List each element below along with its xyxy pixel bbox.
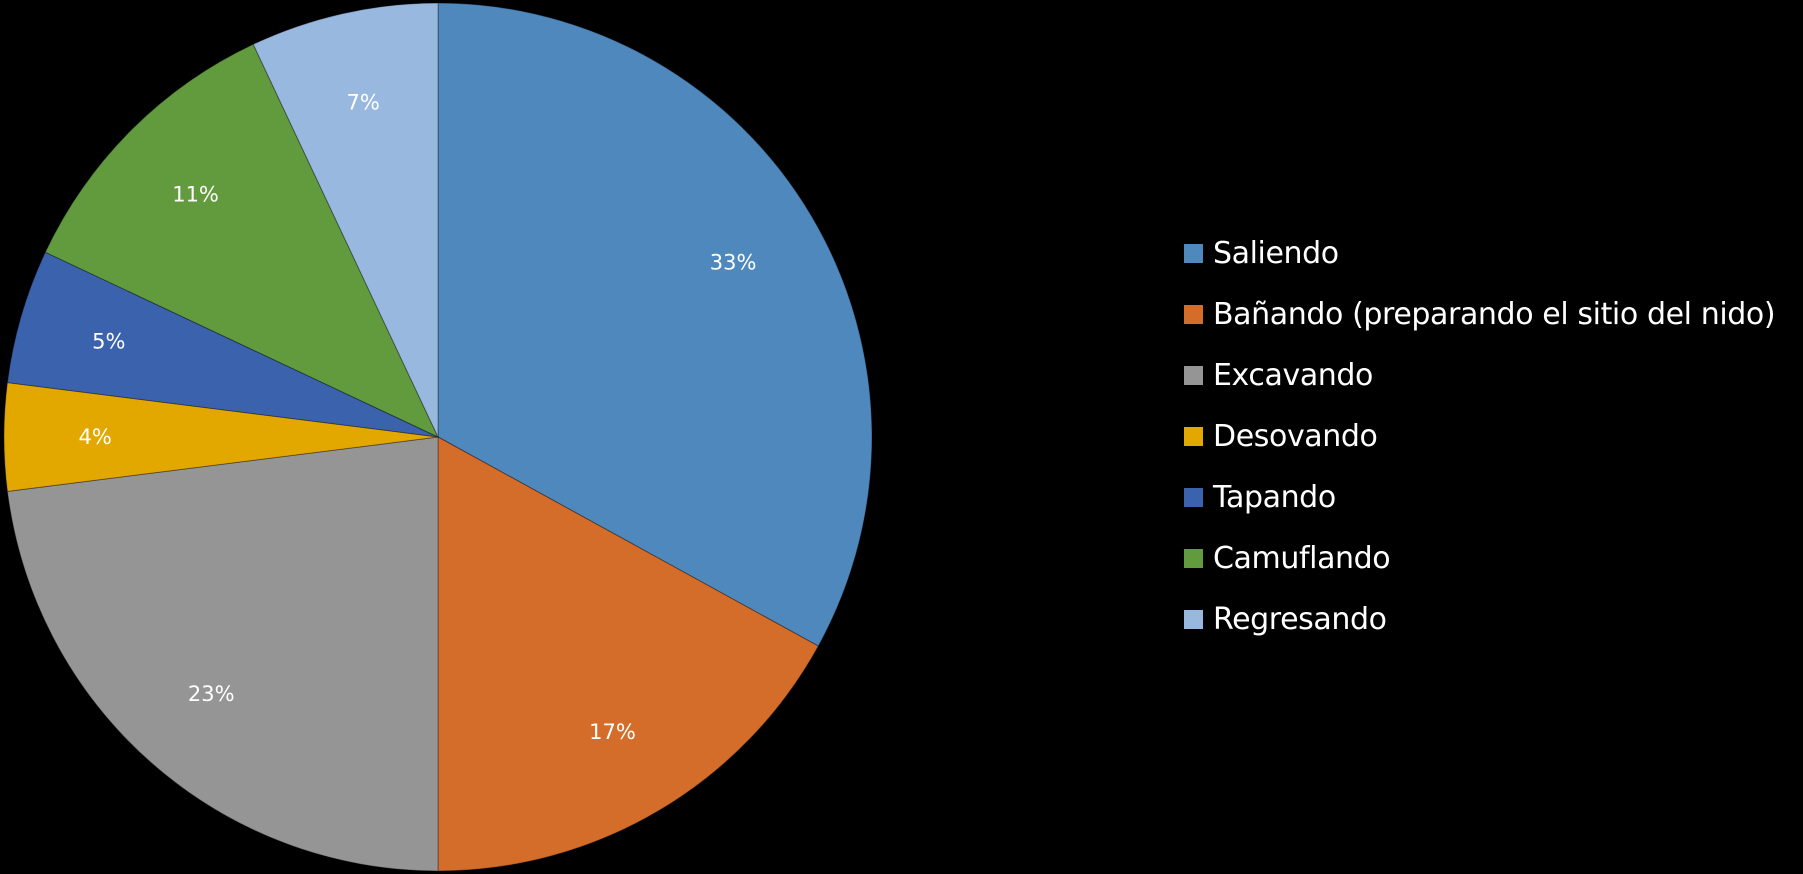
data-label-desovando: 4% [78,425,111,449]
legend-label: Tapando [1213,480,1336,515]
pie-slice-regresando [252,2,439,438]
legend-item-saliendo: Saliendo [1184,223,1775,284]
pie-slice-camuflando [44,43,440,439]
legend-swatch-icon [1184,610,1203,629]
legend-swatch-icon [1184,305,1203,324]
legend-label: Desovando [1213,419,1378,454]
data-label-banando-preparando-el-sitio-del-nido: 17% [589,720,636,744]
legend-item-tapando: Tapando [1184,467,1775,528]
data-label-excavando: 23% [188,682,235,706]
data-label-tapando: 5% [92,329,125,353]
legend-swatch-icon [1184,549,1203,568]
data-label-camuflando: 11% [172,183,219,207]
legend-swatch-icon [1184,244,1203,263]
legend-item-regresando: Regresando [1184,589,1775,650]
data-label-saliendo: 33% [710,250,757,274]
data-label-regresando: 7% [347,90,380,114]
slice-labels: 33% 17% 23% 4% 5% 11% 7% [78,90,756,744]
legend-label: Saliendo [1213,236,1339,271]
legend-item-desovando: Desovando [1184,406,1775,467]
legend-label: Regresando [1213,602,1387,637]
legend-item-excavando: Excavando [1184,345,1775,406]
legend-label: Bañando (preparando el sitio del nido) [1213,297,1776,332]
legend-swatch-icon [1184,366,1203,385]
pie-slice-banando-preparando-el-sitio-del-nido [437,436,819,872]
pie-slice-saliendo [437,2,873,647]
legend-swatch-icon [1184,427,1203,446]
legend-label: Camuflando [1213,541,1391,576]
pie-slice-tapando [6,251,439,438]
pie-slice-excavando [6,436,439,872]
chart-legend: Saliendo Bañando (preparando el sitio del… [1184,223,1776,650]
legend-item-banando-preparando-el-sitio-del-nido: Bañando (preparando el sitio del nido) [1184,284,1776,345]
pie-slice-desovando [3,382,439,492]
legend-swatch-icon [1184,488,1203,507]
legend-label: Excavando [1213,358,1374,393]
legend-item-camuflando: Camuflando [1184,528,1775,589]
pie-slices [3,2,873,872]
